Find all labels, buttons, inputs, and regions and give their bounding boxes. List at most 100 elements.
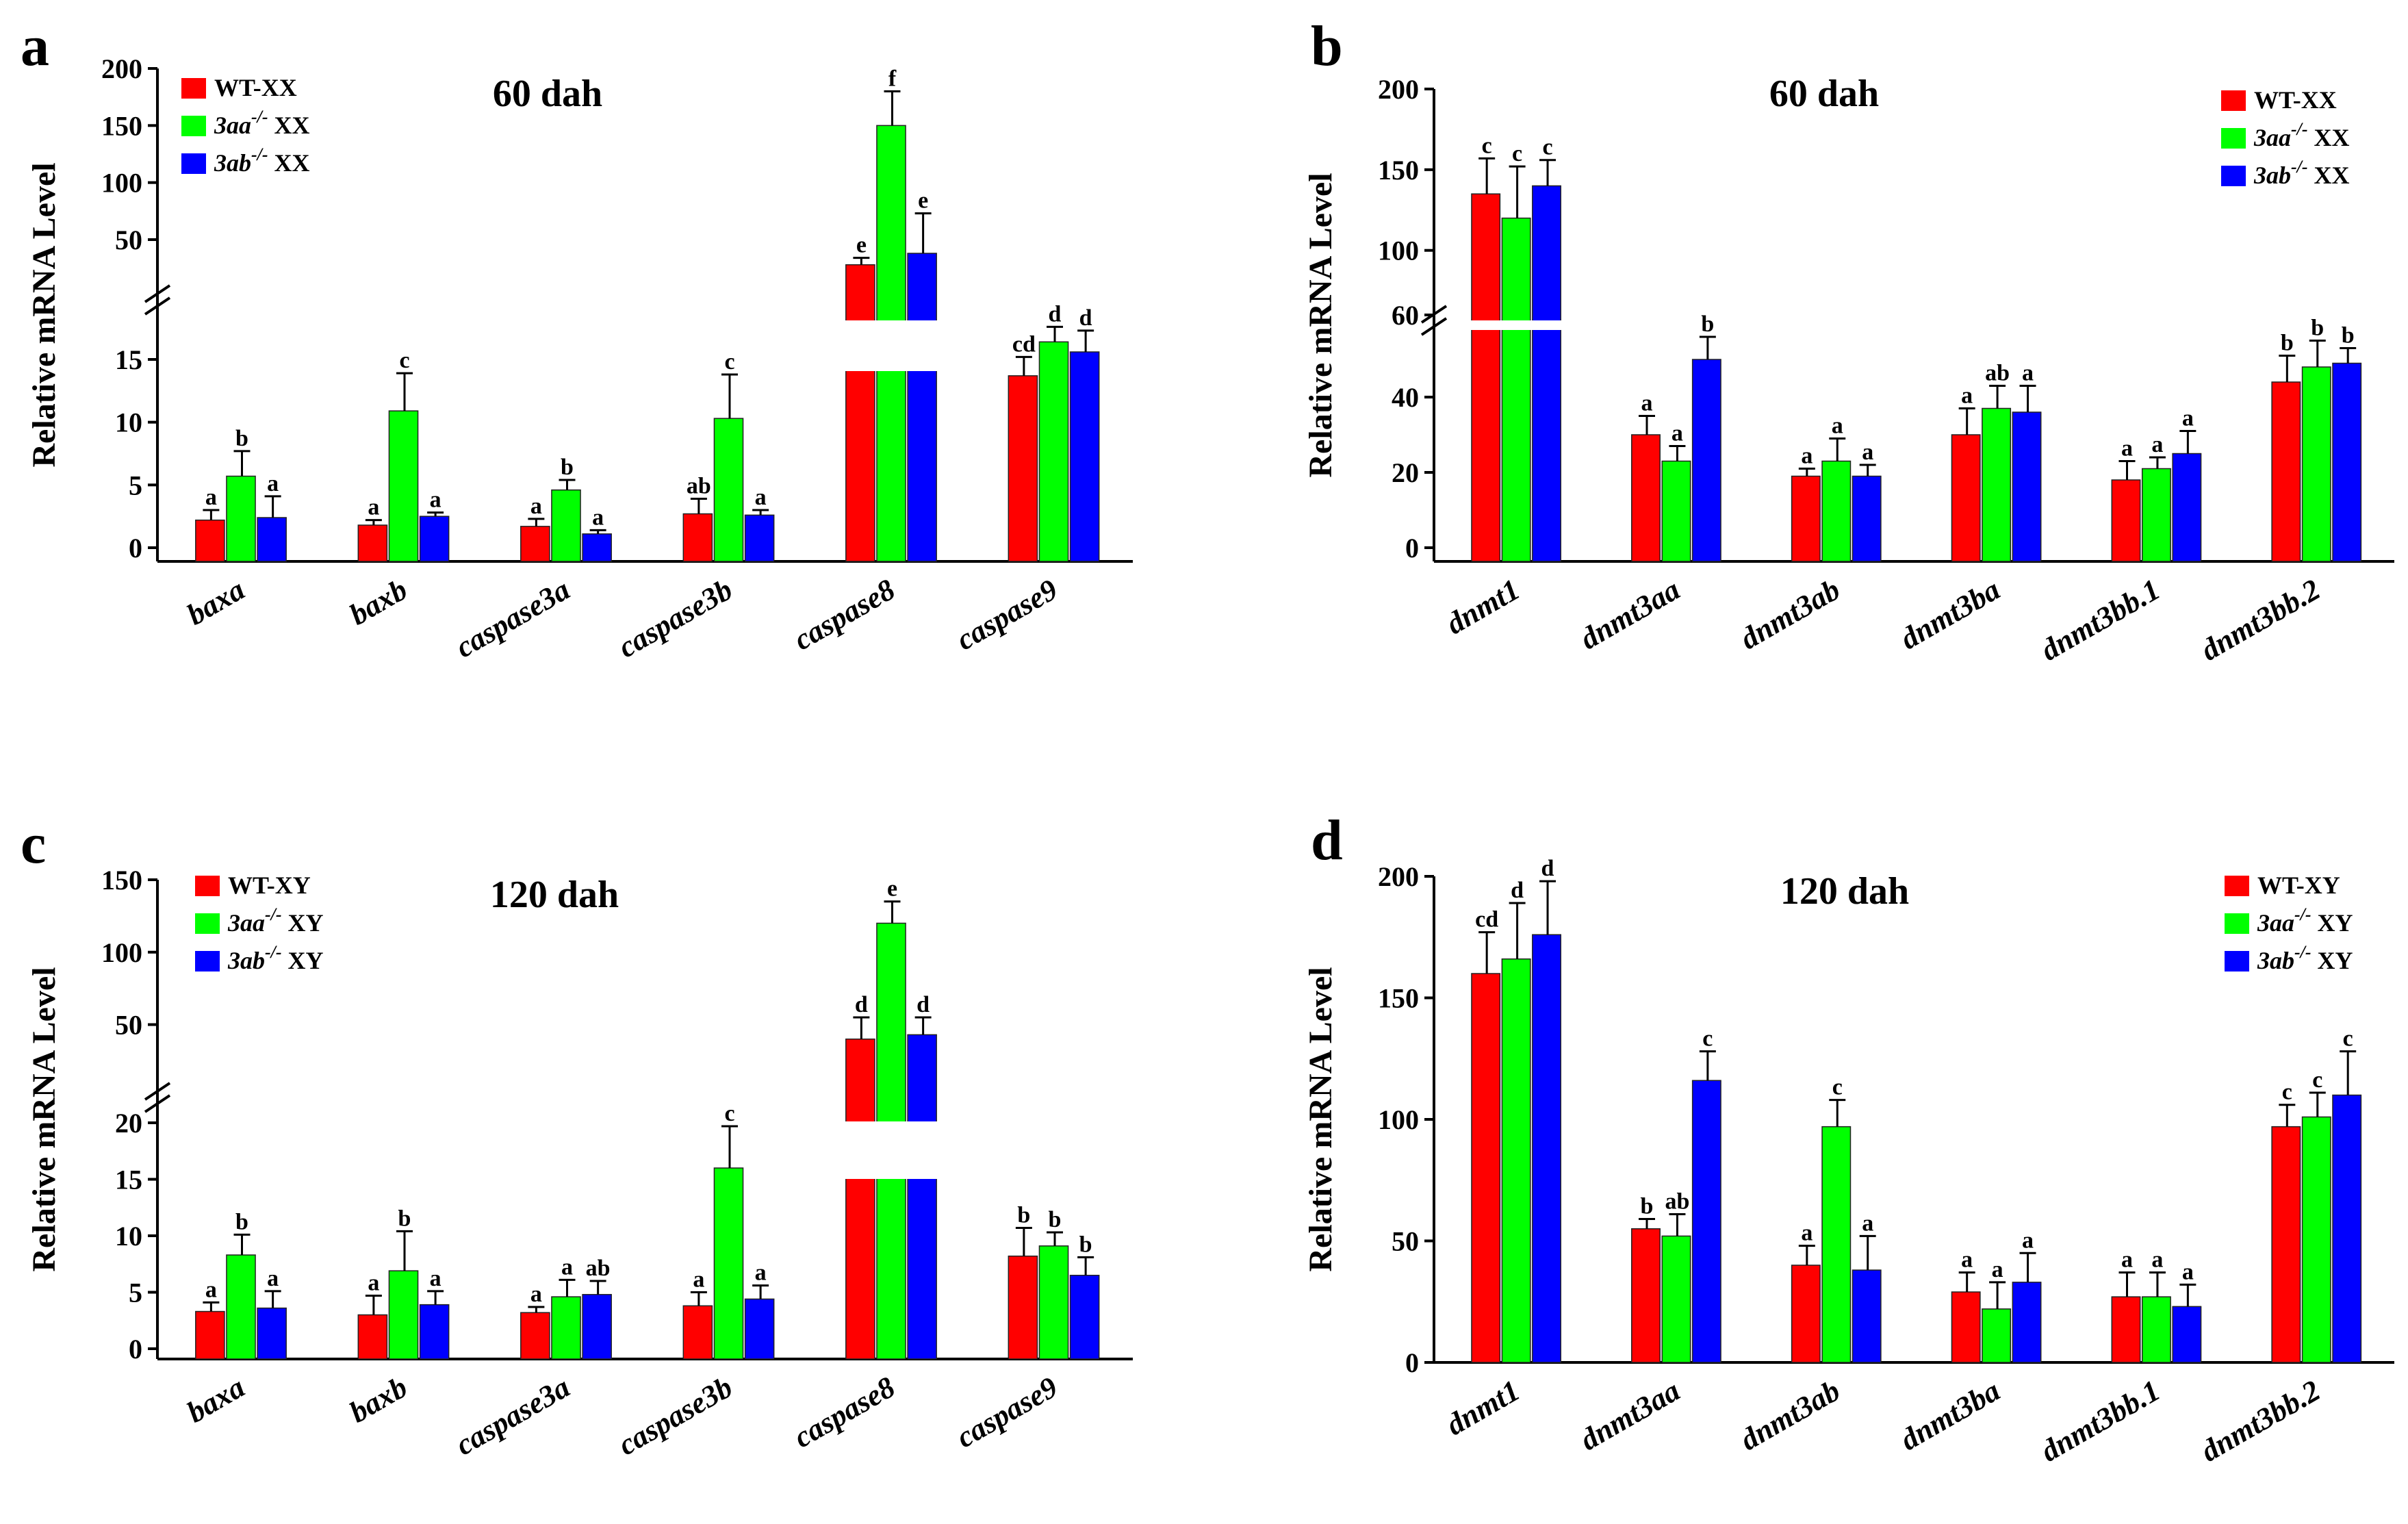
bar-d-dnmt3ba-0: [1951, 1291, 1981, 1363]
significance-letter: ab: [687, 474, 711, 499]
bar-c-baxb-0: [357, 1314, 388, 1360]
significance-letter: ab: [1665, 1189, 1689, 1214]
significance-letter: c: [1542, 135, 1552, 160]
legend-swatch: [195, 913, 220, 934]
significance-letter: b: [561, 455, 574, 480]
significance-letter: a: [1641, 391, 1652, 416]
significance-letter: a: [530, 494, 542, 519]
significance-letter: a: [205, 1277, 217, 1302]
bar-d-dnmt3aa-0: [1631, 1228, 1661, 1363]
legend-swatch: [2221, 128, 2246, 149]
panel-b: b 60 dah Relative mRNA Level 0 20 40 60 100 150 2…: [1303, 14, 2394, 668]
y-axis-label: Relative mRNA Level: [26, 162, 62, 467]
y-tick-label: 150: [101, 110, 142, 141]
y-tick-label: 0: [129, 1334, 142, 1364]
x-tick-label: baxa: [181, 572, 251, 631]
significance-letter: a: [755, 485, 767, 510]
x-tick-label: dnmt3ab: [1734, 572, 1845, 656]
bar-a-baxb-0: [357, 524, 388, 562]
y-tick-label: 50: [115, 225, 142, 255]
bar-c-caspase9-0: [1008, 1255, 1038, 1360]
significance-letter: c: [1832, 1075, 1843, 1100]
significance-letter: b: [1641, 1194, 1654, 1219]
significance-letter: a: [1961, 383, 1973, 409]
bar-b-dnmt3bb.2-0: [2271, 381, 2301, 562]
x-tick-label: dnmt1: [1441, 1373, 1526, 1442]
significance-letter: a: [1801, 1221, 1813, 1246]
significance-letter: c: [724, 349, 734, 374]
bar-c-baxa-1: [226, 1254, 256, 1360]
significance-letter: a: [693, 1267, 704, 1293]
significance-letter: e: [856, 233, 867, 258]
y-tick-label: 50: [1392, 1226, 1419, 1257]
significance-letter: a: [2182, 406, 2194, 431]
significance-letter: a: [267, 471, 279, 496]
bar-break-gap: [1470, 320, 1502, 330]
bar-b-dnmt3aa-2: [1691, 359, 1721, 562]
bar-d-dnmt3ba-1: [1982, 1308, 2012, 1363]
bar-d-dnmt3bb.1-2: [2172, 1306, 2202, 1363]
significance-letter: c: [399, 348, 409, 373]
significance-letter: a: [368, 1270, 379, 1295]
x-tick-label: dnmt3aa: [1574, 572, 1685, 656]
bar-d-dnmt1-2: [1532, 934, 1561, 1363]
bar-c-caspase3b-1: [713, 1167, 744, 1360]
significance-letter: c: [2312, 1067, 2322, 1093]
legend-swatch: [195, 951, 220, 971]
x-tick-label: dnmt3bb.1: [2035, 572, 2166, 667]
y-tick-label: 5: [129, 470, 142, 500]
y-tick-label: 20: [1392, 457, 1419, 488]
x-tick-label: dnmt3bb.2: [2195, 1373, 2326, 1468]
bar-break-gap: [906, 320, 938, 371]
x-tick-label: dnmt3ba: [1895, 1373, 2006, 1457]
significance-letter: b: [1049, 1207, 1062, 1232]
bar-b-dnmt3aa-0: [1631, 434, 1661, 562]
bar-b-dnmt3bb.1-1: [2141, 468, 2171, 562]
significance-letter: a: [561, 1254, 573, 1280]
y-tick-label: 15: [115, 344, 142, 375]
y-tick-label: 0: [1405, 533, 1419, 563]
axis-break-mark: [144, 284, 171, 316]
legend-entry: WT-XX: [214, 74, 297, 101]
significance-letter: a: [2182, 1259, 2194, 1284]
significance-letter: a: [592, 505, 604, 530]
legend-entry: 3ab-/- XX: [2253, 157, 2350, 189]
panel-c: c 120 dah Relative mRNA Level 0 5 10 15 20 50 100…: [21, 812, 1133, 1462]
significance-letter: cd: [1475, 907, 1498, 932]
legend-entry: WT-XY: [228, 872, 311, 899]
bar-a-baxa-0: [195, 519, 225, 562]
significance-letter: c: [1482, 133, 1492, 158]
bar-b-dnmt3aa-1: [1661, 460, 1691, 562]
panel-label: c: [21, 812, 46, 876]
bar-break-gap: [844, 320, 876, 371]
x-tick-label: dnmt3ba: [1895, 572, 2006, 656]
x-tick-label: caspase8: [788, 1370, 900, 1454]
bar-a-baxb-2: [419, 516, 450, 562]
significance-letter: b: [235, 1209, 248, 1234]
significance-letter: a: [2022, 361, 2034, 386]
significance-letter: b: [2281, 331, 2294, 356]
bar-d-dnmt3ab-0: [1791, 1265, 1821, 1363]
significance-letter: b: [1079, 1232, 1092, 1257]
y-tick-label: 100: [1378, 1104, 1419, 1135]
legend-entry: 3aa-/- XY: [2257, 904, 2353, 937]
y-tick-label: 15: [115, 1165, 142, 1195]
legend-swatch: [2225, 913, 2249, 934]
significance-letter: a: [530, 1282, 542, 1307]
bar-a-baxb-1: [388, 410, 419, 562]
x-tick-label: baxa: [181, 1370, 251, 1429]
significance-letter: b: [2342, 323, 2355, 348]
legend-swatch: [2221, 166, 2246, 186]
significance-letter: d: [1541, 856, 1554, 881]
significance-letter: a: [2121, 436, 2133, 461]
y-tick-label: 0: [129, 533, 142, 563]
legend-swatch: [181, 78, 206, 99]
significance-letter: c: [2282, 1080, 2292, 1105]
y-tick-label: 5: [129, 1278, 142, 1308]
bar-a-caspase3b-2: [744, 514, 775, 562]
significance-letter: d: [1511, 878, 1524, 903]
bar-d-dnmt3ab-1: [1821, 1126, 1852, 1363]
y-tick-label: 10: [115, 407, 142, 438]
x-tick-label: caspase3b: [613, 572, 738, 664]
significance-letter: a: [1992, 1257, 2003, 1282]
